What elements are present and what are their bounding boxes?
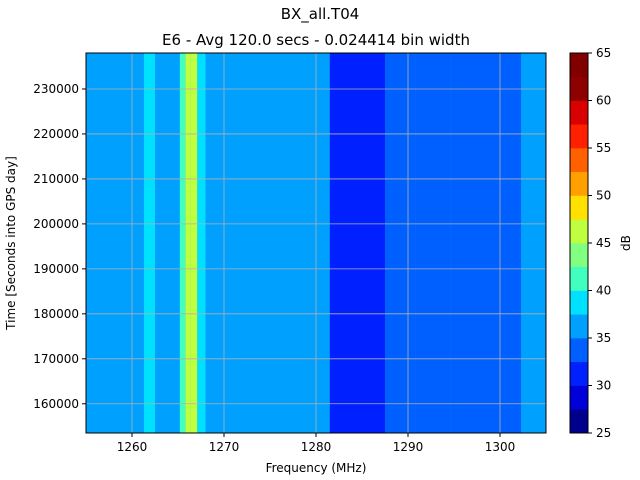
colorbar-segment-6 (570, 266, 588, 291)
colorbar: 25 30 35 40 45 50 55 60 65 (569, 46, 611, 440)
chart-title: BX_all.T04 (281, 5, 360, 24)
heatmap-band-2 (130, 53, 144, 433)
colorbar-segment-7 (570, 243, 588, 268)
heatmap-band-4 (155, 53, 180, 433)
colorbar-segment-1 (570, 385, 588, 410)
heatmap-band-13 (415, 53, 451, 433)
heatmap-band-12 (385, 53, 416, 433)
y-tick-label-5: 210000 (33, 172, 79, 186)
colorbar-segment-9 (570, 195, 588, 220)
colorbar-tick-label-3: 40 (596, 284, 611, 298)
colorbar-segment-4 (570, 314, 588, 339)
heatmap-band-11 (329, 53, 385, 433)
colorbar-segment-3 (570, 338, 588, 363)
heatmap-band-1 (113, 53, 131, 433)
heatmap-band-8 (197, 53, 206, 433)
heatmap-band-9 (205, 53, 236, 433)
x-axis: 1260 1270 1280 1290 1300 (117, 433, 516, 454)
colorbar-segment-5 (570, 290, 588, 315)
colorbar-tick-label-5: 50 (596, 189, 611, 203)
colorbar-segment-8 (570, 219, 588, 244)
chart-subtitle: E6 - Avg 120.0 secs - 0.024414 bin width (162, 31, 470, 49)
y-tick-label-3: 190000 (33, 262, 79, 276)
colorbar-tick-label-7: 60 (596, 94, 611, 108)
colorbar-tick-label-2: 35 (596, 331, 611, 345)
colorbar-tick-label-4: 45 (596, 236, 611, 250)
colorbar-segment-14 (570, 76, 588, 101)
heatmap-band-6 (185, 53, 191, 433)
y-tick-label-1: 170000 (33, 352, 79, 366)
colorbar-segment-11 (570, 148, 588, 173)
colorbar-tick-label-8: 65 (596, 46, 611, 60)
colorbar-segment-10 (570, 171, 588, 196)
colorbar-tick-label-1: 30 (596, 379, 611, 393)
plot-area (85, 52, 547, 434)
y-axis-label: Time [Seconds into GPS day] (4, 156, 18, 331)
x-tick-label-1: 1270 (209, 440, 240, 454)
x-tick-label-2: 1280 (301, 440, 332, 454)
y-tick-label-0: 160000 (33, 397, 79, 411)
heatmap-band-10 (235, 53, 330, 433)
colorbar-tick-label-6: 55 (596, 141, 611, 155)
y-tick-label-2: 180000 (33, 307, 79, 321)
x-tick-label-0: 1260 (117, 440, 148, 454)
y-tick-label-4: 200000 (33, 217, 79, 231)
y-tick-label-6: 220000 (33, 127, 79, 141)
colorbar-segment-15 (570, 53, 588, 78)
heatmap-band-14 (450, 53, 522, 433)
x-tick-label-3: 1290 (393, 440, 424, 454)
heatmap-band-15 (521, 53, 546, 433)
heatmap-band-0 (86, 53, 114, 433)
heatmap-band-5 (179, 53, 186, 433)
colorbar-segment-13 (570, 100, 588, 125)
colorbar-tick-label-0: 25 (596, 426, 611, 440)
colorbar-segment-0 (570, 409, 588, 434)
heatmap-band-3 (143, 53, 155, 433)
y-axis: 160000 170000 180000 190000 200000 210000 2200… (33, 82, 86, 411)
y-tick-label-7: 230000 (33, 82, 79, 96)
x-axis-label: Frequency (MHz) (266, 461, 367, 475)
colorbar-segment-2 (570, 361, 588, 386)
heatmap-band-7 (190, 53, 198, 433)
x-tick-label-4: 1300 (485, 440, 516, 454)
colorbar-label: dB (619, 235, 633, 251)
colorbar-segment-12 (570, 124, 588, 149)
